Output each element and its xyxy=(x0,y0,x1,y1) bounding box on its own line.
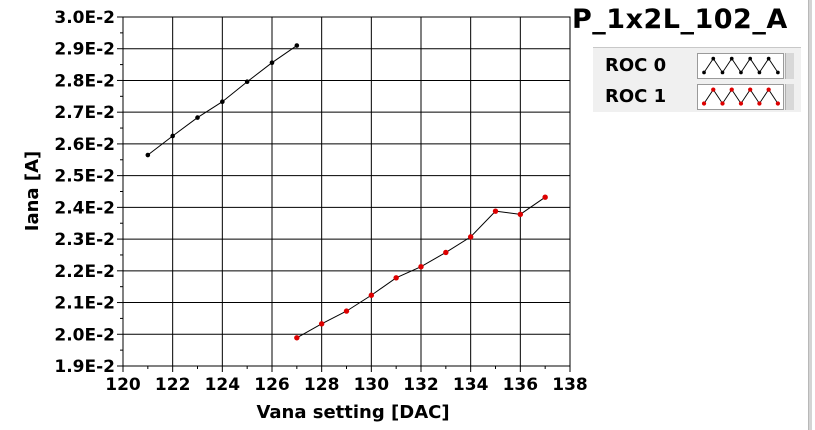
series-roc-0 xyxy=(145,43,300,158)
series-roc-1 xyxy=(294,194,548,341)
data-point xyxy=(343,308,350,314)
y-tick-label: 2.2E-2 xyxy=(54,262,115,282)
x-tick-label: 126 xyxy=(254,375,290,395)
y-tick-label: 3.0E-2 xyxy=(54,8,115,28)
y-tick-label: 2.7E-2 xyxy=(54,103,115,123)
y-tick-label: 2.6E-2 xyxy=(54,135,115,155)
data-point xyxy=(220,99,225,105)
data-point xyxy=(294,43,300,48)
data-point xyxy=(443,249,449,256)
legend-scroll-cap xyxy=(785,53,794,79)
data-point xyxy=(195,115,200,120)
y-tick-label: 2.9E-2 xyxy=(54,40,115,60)
data-point xyxy=(467,234,474,240)
ticks xyxy=(117,16,571,372)
legend-item-roc-0[interactable]: ROC 0 xyxy=(593,51,801,81)
x-tick-label: 134 xyxy=(453,375,489,395)
y-tick-label: 2.4E-2 xyxy=(54,198,115,218)
data-point xyxy=(368,292,375,298)
x-tick-label: 122 xyxy=(155,375,191,395)
x-tick-label: 136 xyxy=(503,375,539,395)
data-point xyxy=(318,321,325,327)
y-tick-label: 2.8E-2 xyxy=(54,71,115,91)
data-point xyxy=(244,79,250,85)
x-tick-labels: 120 122 124 126 128 130 132 134 136 138 xyxy=(105,375,588,395)
data-point xyxy=(492,208,499,214)
data-point xyxy=(145,152,151,158)
data-series xyxy=(145,43,548,341)
x-tick-label: 132 xyxy=(403,375,439,395)
legend-scroll-cap xyxy=(785,84,794,110)
data-point xyxy=(393,275,399,281)
window-frame-edge xyxy=(808,0,812,430)
x-tick-label: 124 xyxy=(205,375,241,395)
y-tick-labels: 1.9E-2 2.0E-2 2.1E-2 2.2E-2 2.3E-2 2.4E-2 2.5E… xyxy=(54,8,115,377)
legend-label: ROC 1 xyxy=(605,86,667,107)
legend-label: ROC 0 xyxy=(605,55,667,76)
data-point xyxy=(269,60,275,65)
x-tick-label: 138 xyxy=(552,375,588,395)
legend-swatch-roc-1 xyxy=(697,84,784,110)
data-point xyxy=(418,263,424,270)
x-tick-label: 120 xyxy=(105,375,141,395)
y-tick-label: 2.1E-2 xyxy=(54,294,115,314)
legend: ROC 0 ROC 1 xyxy=(593,47,801,112)
x-axis-label: Vana setting [DAC] xyxy=(256,402,449,423)
x-tick-label: 128 xyxy=(304,375,340,395)
x-tick-label: 130 xyxy=(354,375,390,395)
data-point xyxy=(170,133,175,139)
data-point xyxy=(542,194,548,200)
y-tick-label: 2.0E-2 xyxy=(54,325,115,345)
y-tick-label: 2.3E-2 xyxy=(54,230,115,250)
y-tick-label: 2.5E-2 xyxy=(54,167,115,187)
y-tick-label: 1.9E-2 xyxy=(54,357,115,377)
legend-item-roc-1[interactable]: ROC 1 xyxy=(593,82,801,112)
y-axis-label: Iana [A] xyxy=(22,151,43,231)
data-point xyxy=(294,335,300,341)
chart-title: P_1x2L_102_A xyxy=(572,4,788,35)
data-point xyxy=(517,211,524,218)
legend-swatch-roc-0 xyxy=(697,53,784,79)
